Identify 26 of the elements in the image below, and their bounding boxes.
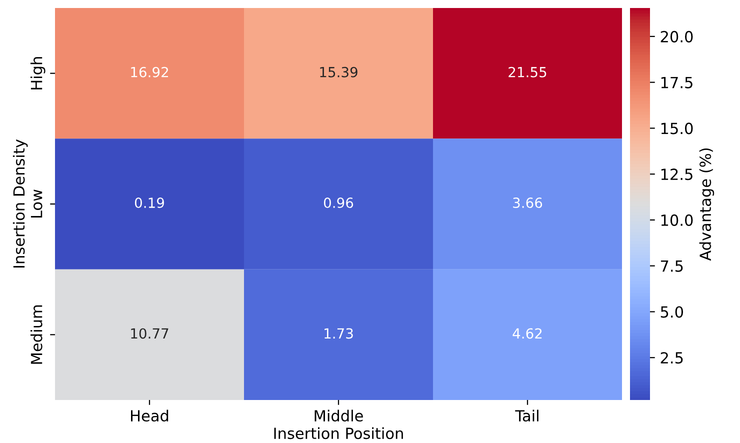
color-bar-label: 17.5 xyxy=(661,76,692,88)
color-bar-label: 20.0 xyxy=(660,30,693,42)
y-tick-label: High xyxy=(30,57,46,90)
color-bar-label: 15.0 xyxy=(661,122,693,134)
color-bar-title: Advantage (%) xyxy=(699,148,714,261)
x-tick-label: Head xyxy=(131,410,168,422)
data-label: 1.73 xyxy=(324,328,353,339)
y-tick-label: Low xyxy=(30,190,42,218)
data-label: 3.66 xyxy=(513,198,542,208)
x-axis-title: Insertion Position xyxy=(274,427,403,440)
color-bar-label: 2.5 xyxy=(660,352,683,364)
y-axis-title: Insertion Density xyxy=(12,139,28,268)
data-label: 4.62 xyxy=(512,328,542,339)
y-tick-label: Medium xyxy=(30,305,42,364)
data-label: 21.55 xyxy=(508,66,546,78)
color-bar-label: 5.0 xyxy=(660,306,684,318)
data-label: 0.96 xyxy=(324,198,354,208)
data-label: 10.77 xyxy=(131,328,168,339)
x-tick-label: Tail xyxy=(515,410,538,422)
data-label: 0.19 xyxy=(134,198,164,208)
data-label: 16.92 xyxy=(131,66,168,78)
color-bar-label: 7.5 xyxy=(660,260,683,272)
x-tick-label: Middle xyxy=(314,410,363,422)
color-bar-label: 12.5 xyxy=(661,168,692,180)
color-bar-label: 10.0 xyxy=(661,214,693,226)
data-label: 15.39 xyxy=(320,66,358,78)
